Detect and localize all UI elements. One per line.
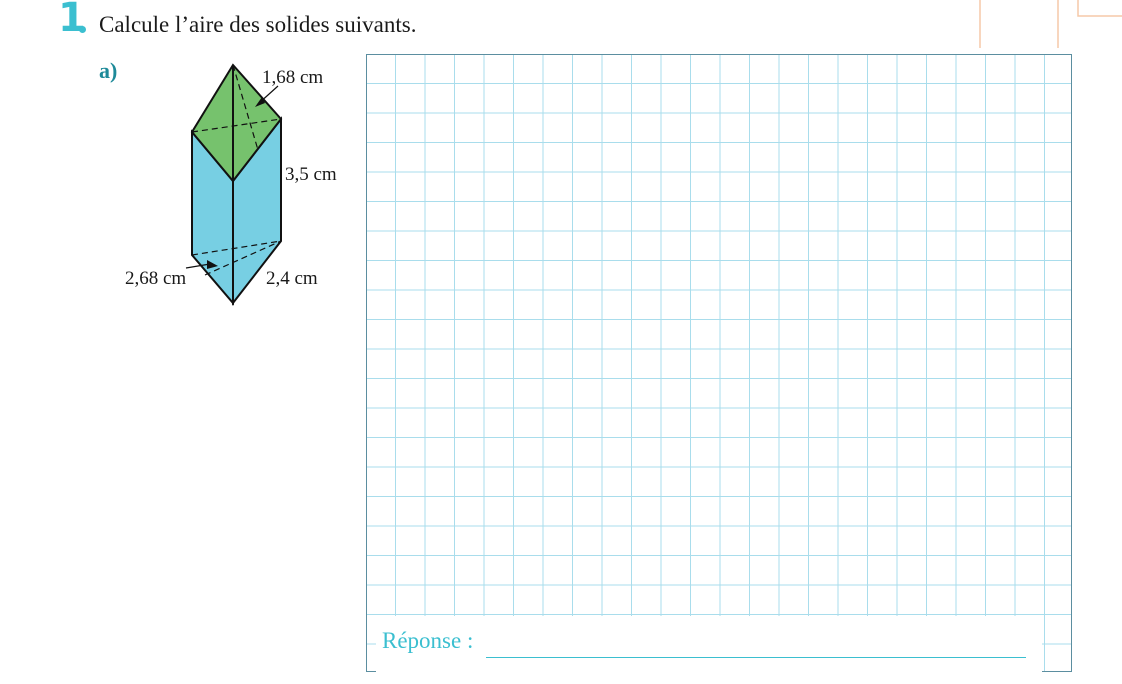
grid-border xyxy=(366,54,1072,672)
answer-label: Réponse : xyxy=(382,628,474,653)
answer-grid[interactable] xyxy=(366,54,1072,672)
dimension-bottom-right-label: 2,4 cm xyxy=(266,268,318,289)
page-corner-decoration xyxy=(979,0,1122,48)
answer-box: Réponse : xyxy=(376,616,1042,672)
part-a-label: a) xyxy=(99,58,118,83)
dimension-top-label: 1,68 cm xyxy=(262,67,324,88)
exercise-number: 1 xyxy=(58,0,86,41)
prism-left-face xyxy=(191,129,234,306)
answer-line[interactable] xyxy=(486,657,1026,658)
exercise-number-dot xyxy=(79,26,86,33)
exercise-instruction: Calcule l’aire des solides suivants. xyxy=(99,12,417,37)
dimension-bottom-left-label: 2,68 cm xyxy=(125,268,187,289)
dimension-height-label: 3,5 cm xyxy=(285,164,337,185)
